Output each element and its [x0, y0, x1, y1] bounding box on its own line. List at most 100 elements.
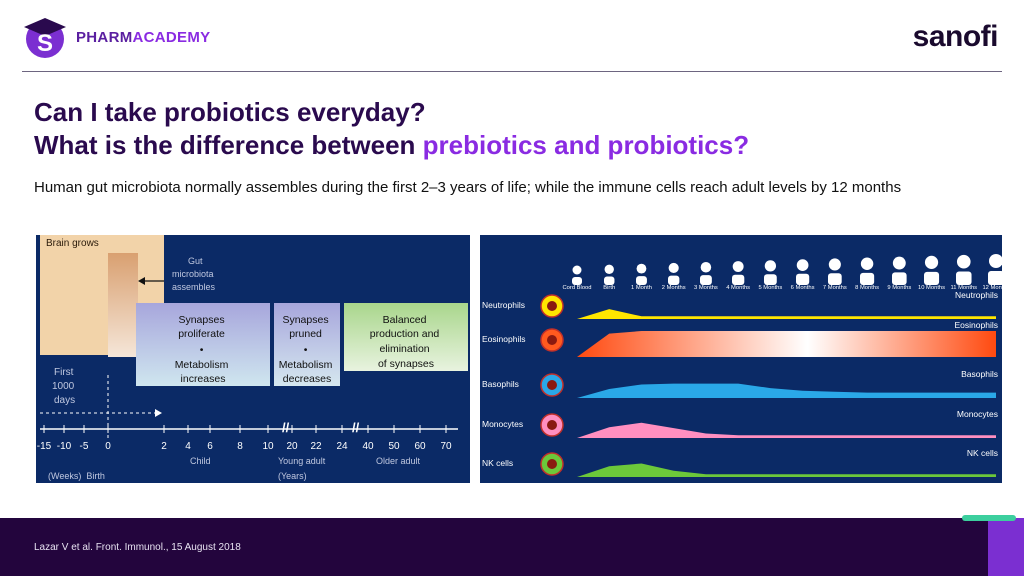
age-label: 8 Months [855, 285, 879, 291]
balanced-production-box [344, 303, 468, 371]
footer-bar [0, 518, 1024, 576]
title-line-1: Can I take probiotics everyday? [34, 97, 426, 127]
sanofi-logo: sanofi [912, 20, 999, 53]
age-tick-label: 22 [310, 441, 322, 452]
age-label: 4 Months [726, 285, 750, 291]
cell-name-left: Monocytes [482, 419, 523, 429]
baby-age-icon [668, 262, 680, 285]
title-highlight: prebiotics and probiotics? [422, 130, 750, 160]
footer-green-accent [962, 515, 1016, 521]
citation: Lazar V et al. Front. Immunol., 15 Augus… [34, 542, 241, 553]
cell-icon [540, 413, 564, 437]
age-label: 2 Months [662, 285, 686, 291]
slide-title: Can I take probiotics everyday? What is … [34, 96, 749, 162]
baby-age-icon [572, 265, 582, 285]
balanced-production-text: Balanced production and elimination of s… [370, 314, 442, 370]
age-label: Cord Blood [562, 285, 591, 291]
age-axis-ticks: -15 -10 -5 0 2 4 6 8 10 20 22 24 40 50 60 70 [37, 425, 452, 452]
brain-grows-label: Brain grows [46, 238, 99, 249]
age-label: 10 Months [918, 285, 945, 291]
age-labels: Cord Blood Birth 1 Month 2 Months 3 Months 4 … [562, 285, 1002, 291]
gut-microbiota-band [108, 253, 138, 357]
cell-name-right: Basophils [961, 369, 998, 379]
pharmacademy-mortarboard-icon: S [24, 18, 66, 58]
axis-break-2: // [352, 420, 360, 435]
cell-level-area [577, 463, 996, 477]
synapses-proliferate-text: Synapses proliferate • Metabolism increa… [175, 314, 232, 385]
synapses-pruned-box [274, 303, 340, 386]
baby-age-icon [956, 254, 972, 285]
right-figure-background [480, 235, 1002, 483]
baby-age-icon [636, 263, 647, 285]
age-tick-label: -15 [37, 441, 52, 452]
age-label: 5 Months [758, 285, 782, 291]
gut-microbiota-label: Gut microbiota assembles [172, 256, 216, 292]
age-label: 1 Month [631, 285, 652, 291]
cell-icon [540, 452, 564, 476]
baby-age-icon [988, 254, 1002, 285]
brain-development-figure: Brain grows Gut microbiota assembles Syn… [36, 235, 470, 483]
age-label: 6 Months [791, 285, 815, 291]
age-label: 7 Months [823, 285, 847, 291]
cell-level-area [577, 422, 996, 438]
baby-age-icon [700, 261, 712, 285]
age-tick-label: 6 [207, 441, 213, 452]
synapses-proliferate-box [136, 303, 270, 386]
baby-age-icon [924, 255, 940, 285]
slide-subtitle: Human gut microbiota normally assembles … [34, 179, 902, 196]
cell-rows: NeutrophilsNeutrophilsEosinophilsEosinop… [482, 290, 998, 477]
cell-name-right: Eosinophils [955, 320, 998, 330]
baby-age-icon [732, 261, 745, 285]
stage-young-adult-label: Young adult [278, 456, 326, 466]
baby-age-icon [604, 264, 615, 285]
cell-row-neutrophils: Neutrophils Neutrophils [482, 290, 998, 319]
baby-age-icon [860, 257, 875, 285]
age-label: 3 Months [694, 285, 718, 291]
cell-row-eosinophils: Eosinophils Eosinophils [482, 320, 998, 357]
cell-level-area [577, 331, 996, 357]
cell-row-nk-cells: NK cells NK cells [482, 448, 998, 477]
pharmacademy-wordmark: PHARMACADEMY [76, 28, 211, 46]
stage-child-label: Child [190, 456, 211, 466]
cell-name-right: Monocytes [957, 409, 998, 419]
axis-break-1: // [282, 420, 290, 435]
cell-name-left: Neutrophils [482, 300, 525, 310]
age-tick-label: -5 [80, 441, 89, 452]
age-tick-label: 60 [414, 441, 426, 452]
weeks-birth-label: (Weeks) Birth [48, 471, 105, 481]
cell-level-area [577, 309, 996, 319]
footer-accent [988, 518, 1024, 576]
immune-cells-figure: Cord Blood Birth 1 Month 2 Months 3 Months 4 … [480, 235, 1002, 483]
stage-older-adult-label: Older adult [376, 456, 421, 466]
baby-age-icon [828, 258, 842, 285]
gut-arrow-head [138, 277, 145, 285]
age-label: 12 Months [982, 285, 1002, 291]
title-line-2-prefix: What is the difference between [34, 130, 423, 160]
cell-level-area [577, 383, 996, 398]
cell-icon [540, 328, 564, 352]
age-tick-label: 20 [286, 441, 298, 452]
years-label: (Years) [278, 471, 307, 481]
age-tick-label: 10 [262, 441, 274, 452]
first-1000-days-arrowhead [155, 409, 162, 417]
pharmacademy-logo: S PHARMACADEMY [22, 14, 210, 60]
age-tick-label: 0 [105, 441, 111, 452]
age-label: 9 Months [887, 285, 911, 291]
svg-text:S: S [37, 30, 53, 57]
age-label: 11 Months [950, 285, 977, 291]
age-tick-label: 40 [362, 441, 374, 452]
cell-name-right: Neutrophils [955, 290, 998, 300]
cell-name-left: NK cells [482, 458, 513, 468]
baby-age-icon [796, 259, 810, 285]
cell-row-basophils: Basophils Basophils [482, 369, 998, 398]
cell-row-monocytes: Monocytes Monocytes [482, 409, 998, 438]
age-tick-label: 24 [336, 441, 348, 452]
baby-age-icon [764, 260, 777, 285]
header-divider [22, 71, 1002, 72]
cell-icon [540, 373, 564, 397]
baby-age-icon [892, 256, 907, 285]
cell-name-left: Eosinophils [482, 334, 525, 344]
age-tick-label: 2 [161, 441, 167, 452]
age-label: Birth [603, 285, 615, 291]
age-tick-label: 70 [440, 441, 452, 452]
